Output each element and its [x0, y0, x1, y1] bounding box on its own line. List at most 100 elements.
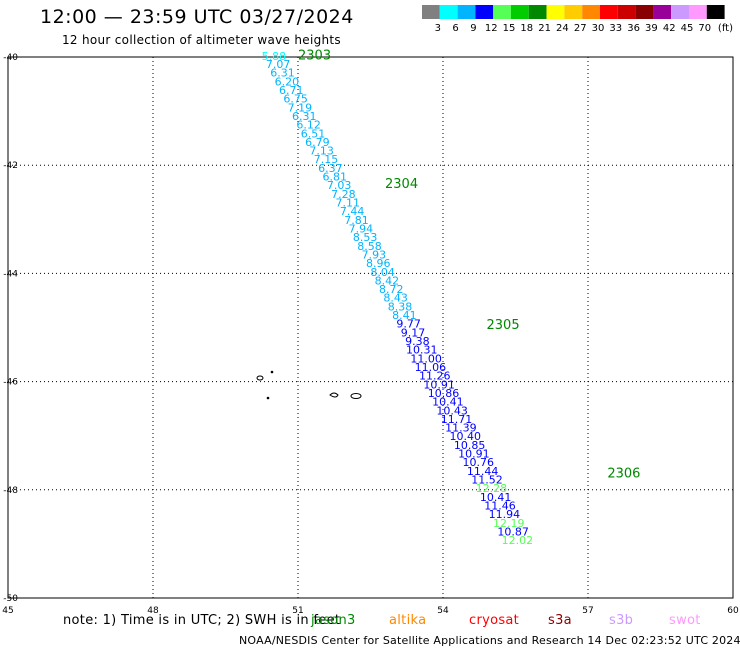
- swh-value: 6.12: [296, 119, 321, 132]
- island-outline: [350, 393, 362, 399]
- satellite-label-swot: swot: [669, 613, 701, 628]
- swh-value: 11.26: [419, 370, 451, 383]
- swh-value: 6.31: [270, 67, 295, 80]
- swh-value: 8.58: [357, 240, 382, 253]
- island-outline: [329, 392, 339, 398]
- swh-value: 11.71: [441, 413, 473, 426]
- legend-label: 70: [698, 23, 711, 34]
- legend-swatch: [511, 5, 529, 19]
- swh-value: 6.31: [292, 110, 317, 123]
- legend-label: 39: [645, 23, 658, 34]
- swh-value: 6.79: [305, 136, 330, 149]
- swh-value: 10.91: [458, 448, 490, 461]
- legend-swatch: [439, 5, 458, 19]
- map-subtitle: 12 hour collection of altimeter wave hei…: [62, 33, 341, 47]
- legend-swatch: [546, 5, 565, 19]
- legend-label: 24: [556, 23, 569, 34]
- lat-tick-label: -40: [3, 53, 18, 63]
- swh-value: 11.94: [489, 508, 521, 521]
- lon-tick-label: 48: [147, 606, 159, 616]
- color-legend: 3 6 9 12 15 18 21 24 27 30 33 36 39 42 45 70 (ft): [422, 5, 733, 34]
- swh-value: 6.51: [301, 127, 326, 140]
- swh-value: 10.76: [463, 456, 495, 469]
- satellite-label-jason3: jason3: [311, 613, 356, 628]
- satellite-label-cryosat: cryosat: [469, 613, 520, 628]
- graticule: [8, 57, 733, 598]
- swh-value: 10.40: [449, 430, 481, 443]
- swh-value: 10.85: [454, 439, 486, 452]
- swh-value: 7.81: [344, 214, 369, 227]
- swh-value: 7.94: [349, 222, 374, 235]
- lat-tick-label: -46: [3, 378, 18, 388]
- legend-swatch: [582, 5, 600, 19]
- swh-value: 6.81: [322, 171, 347, 184]
- legend-swatch: [422, 5, 440, 19]
- legend-label: 30: [592, 23, 605, 34]
- island-outline: [256, 375, 264, 381]
- swh-value: 11.39: [445, 422, 477, 435]
- swh-value: 7.13: [309, 145, 334, 158]
- lon-tick-label: 57: [582, 606, 593, 616]
- lon-tick-label: 54: [437, 606, 449, 616]
- time-label: 2305: [487, 318, 520, 333]
- legend-swatch: [475, 5, 494, 19]
- legend-label: 3: [435, 23, 441, 34]
- swh-value: 8.04: [370, 266, 395, 279]
- legend-label: 18: [520, 23, 533, 34]
- lat-tick-label: -44: [3, 269, 18, 279]
- swh-value: 12.02: [502, 534, 534, 547]
- legend-label: 6: [452, 23, 458, 34]
- swh-value: 7.15: [314, 153, 339, 166]
- island-outline: [266, 396, 270, 400]
- swh-value: 6.71: [279, 84, 304, 97]
- swh-value: 7.07: [266, 58, 291, 71]
- altimeter-track: 5.887.076.316.206.716.757.196.316.126.51…: [262, 50, 534, 547]
- swh-value: 10.43: [436, 404, 468, 417]
- map-title: 12:00 — 23:59 UTC 03/27/2024: [40, 6, 354, 28]
- satellite-label-s3a: s3a: [548, 613, 572, 628]
- lon-tick-label: 60: [727, 606, 739, 616]
- swh-value: 6.37: [318, 162, 343, 175]
- legend-swatch: [635, 5, 654, 19]
- swh-value: 6.20: [275, 75, 300, 88]
- legend-swatch: [617, 5, 636, 19]
- credit-line: NOAA/NESDIS Center for Satellite Applica…: [239, 634, 740, 647]
- map-frame: [7, 56, 734, 599]
- legend-label: 9: [470, 23, 476, 34]
- legend-swatch: [493, 5, 511, 19]
- lon-tick-label: 51: [292, 606, 303, 616]
- time-label: 2304: [385, 177, 418, 192]
- legend-swatch: [600, 5, 618, 19]
- legend-label: 45: [681, 23, 694, 34]
- swh-value: 7.19: [288, 101, 313, 114]
- swh-value: 10.41: [432, 396, 464, 409]
- legend-swatch: [671, 5, 689, 19]
- swh-value: 11.52: [471, 474, 503, 487]
- swh-value: 11.06: [415, 361, 447, 374]
- legend-label: 33: [609, 23, 622, 34]
- lat-tick-label: -48: [3, 486, 18, 496]
- swh-value: 8.43: [383, 292, 408, 305]
- swh-value: 7.28: [331, 188, 356, 201]
- swh-value: 12.28: [476, 482, 508, 495]
- time-label: 2303: [298, 48, 331, 63]
- swh-value: 7.11: [336, 197, 361, 210]
- swh-value: 10.87: [497, 525, 529, 538]
- swh-value: 11.46: [484, 499, 516, 512]
- legend-label: 27: [574, 23, 587, 34]
- swh-value: 8.42: [375, 274, 400, 287]
- legend-swatch: [689, 5, 707, 19]
- swh-value: 10.91: [423, 378, 455, 391]
- swh-value: 5.88: [262, 50, 287, 63]
- legend-label: 36: [627, 23, 640, 34]
- legend-label: 15: [503, 23, 516, 34]
- swh-value: 9.17: [401, 326, 426, 339]
- legend-label: 42: [663, 23, 676, 34]
- swh-value: 7.93: [362, 248, 387, 261]
- lat-tick-label: -50: [3, 594, 18, 604]
- swh-value: 10.31: [406, 344, 438, 357]
- swh-value: 8.38: [388, 300, 413, 313]
- axis-tick-labels: 45 48 51 54 57 60 -40 -42 -44 -46 -48 -50: [2, 53, 739, 616]
- satellite-label-s3b: s3b: [609, 613, 634, 628]
- swh-value: 7.44: [340, 205, 365, 218]
